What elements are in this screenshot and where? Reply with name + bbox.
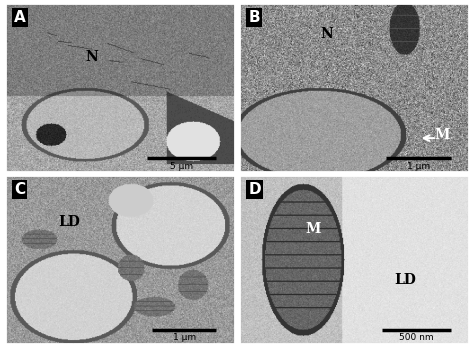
Text: B: B — [248, 10, 260, 25]
Text: 1 μm: 1 μm — [407, 162, 430, 171]
Text: 5 μm: 5 μm — [170, 162, 193, 171]
Text: M: M — [434, 128, 449, 142]
Text: 1 μm: 1 μm — [173, 333, 196, 342]
Text: LD: LD — [394, 272, 416, 287]
Text: C: C — [14, 182, 25, 197]
Text: M: M — [305, 222, 320, 236]
Text: A: A — [14, 10, 26, 25]
Text: N: N — [320, 27, 333, 41]
Text: LD: LD — [58, 215, 80, 229]
Text: N: N — [86, 50, 99, 64]
Text: 500 nm: 500 nm — [399, 333, 434, 342]
Text: D: D — [248, 182, 261, 197]
